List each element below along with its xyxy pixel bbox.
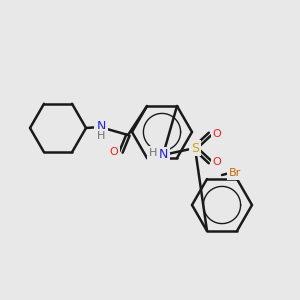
Text: O: O bbox=[213, 129, 221, 139]
Text: N: N bbox=[158, 148, 168, 161]
Text: O: O bbox=[213, 157, 221, 167]
Text: H: H bbox=[149, 148, 157, 158]
Text: O: O bbox=[110, 147, 118, 157]
Text: H: H bbox=[97, 131, 105, 141]
Text: Br: Br bbox=[229, 168, 241, 178]
Text: N: N bbox=[96, 121, 106, 134]
Text: S: S bbox=[191, 142, 199, 154]
